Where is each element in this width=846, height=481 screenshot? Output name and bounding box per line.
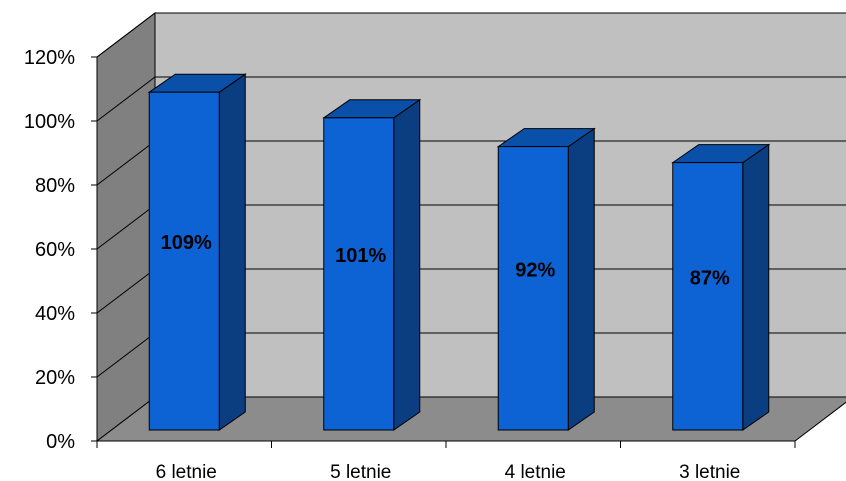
bar	[147, 73, 247, 431]
gridline-side	[96, 268, 156, 314]
bar-value-label: 92%	[515, 259, 555, 281]
bar-front	[148, 91, 220, 431]
x-category-label: 5 letnie	[330, 462, 391, 481]
bar-value-label: 101%	[335, 245, 386, 267]
y-tick-label: 0%	[46, 431, 75, 453]
bar	[671, 143, 771, 431]
bar-value-label: 87%	[690, 267, 730, 289]
axes	[91, 56, 796, 448]
bar-side	[742, 143, 770, 431]
bar-side	[567, 127, 595, 431]
y-tick-label: 120%	[24, 47, 75, 69]
y-tick-label: 100%	[24, 111, 75, 133]
gridline-side	[96, 332, 156, 378]
data-labels: 109% 101% 92% 87%	[161, 232, 730, 289]
bar	[322, 98, 422, 431]
bar-front	[672, 162, 744, 431]
bar-side	[218, 73, 246, 431]
gridline-side	[96, 140, 156, 186]
x-category-label: 6 letnie	[156, 462, 217, 481]
y-tick-label: 80%	[35, 175, 75, 197]
y-tick-label: 60%	[35, 239, 75, 261]
y-tick-labels: 0% 20% 40% 60% 80% 100% 120%	[24, 47, 75, 453]
gridline-side	[96, 12, 156, 58]
x-category-label: 3 letnie	[679, 462, 740, 481]
x-category-label: 4 letnie	[505, 462, 566, 481]
bar-front	[323, 117, 395, 431]
bars	[147, 73, 771, 431]
bar-side	[393, 98, 421, 431]
bar	[496, 127, 596, 431]
y-tick-label: 20%	[35, 367, 75, 389]
y-tick-label: 40%	[35, 303, 75, 325]
x-category-labels: 6 letnie 5 letnie 4 letnie 3 letnie	[156, 462, 741, 481]
gridline-side	[96, 204, 156, 250]
bar-value-label: 109%	[161, 232, 212, 254]
gridline-side	[96, 76, 156, 122]
bar-front	[497, 146, 569, 431]
